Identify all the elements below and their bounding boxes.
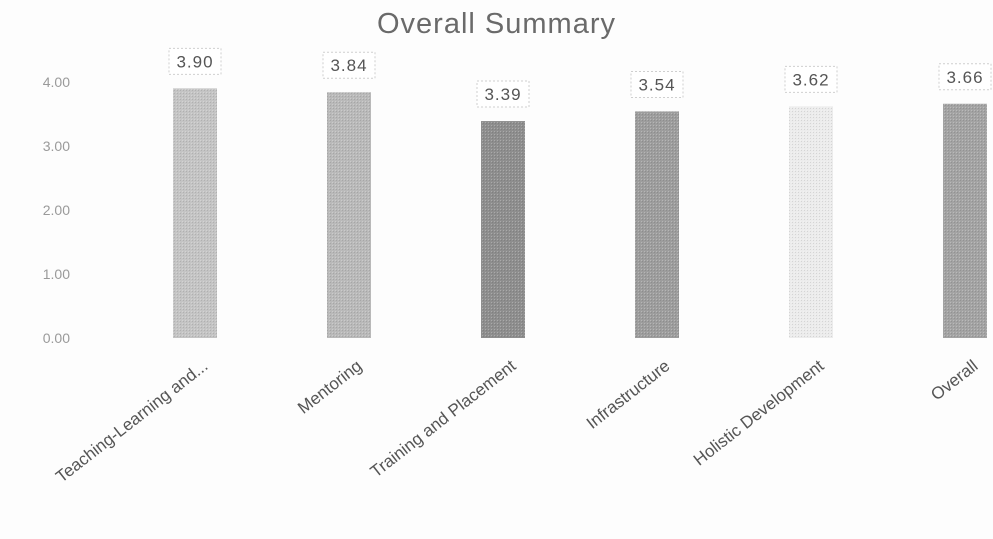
data-label-box xyxy=(476,80,530,108)
data-label-box xyxy=(784,65,838,93)
y-tick-label: 2.00 xyxy=(43,202,70,218)
data-label: 3.90 xyxy=(176,52,213,71)
bar-texture xyxy=(173,88,217,339)
y-tick-label: 4.00 xyxy=(43,74,70,90)
y-tick-label: 3.00 xyxy=(43,138,70,154)
category-label: Teaching-Learning and... xyxy=(52,356,211,486)
y-tick-label: 0.00 xyxy=(43,330,70,346)
data-label-box xyxy=(168,47,222,75)
category-label: Overall xyxy=(927,356,981,404)
data-label: 3.54 xyxy=(638,75,675,94)
data-label-box xyxy=(630,70,684,98)
bar-texture xyxy=(481,121,525,338)
bar-texture xyxy=(943,103,987,338)
y-tick-label: 1.00 xyxy=(43,266,70,282)
data-label: 3.39 xyxy=(484,85,521,104)
data-label: 3.84 xyxy=(330,56,367,75)
bar-texture xyxy=(635,111,679,338)
data-label: 3.66 xyxy=(946,68,983,87)
data-label: 3.62 xyxy=(792,70,829,89)
category-label: Training and Placement xyxy=(367,356,520,481)
bar-texture xyxy=(327,92,371,339)
data-label-box xyxy=(322,51,376,79)
category-label: Infrastructure xyxy=(583,356,674,433)
chart-title: Overall Summary xyxy=(377,8,616,40)
data-label-box xyxy=(938,63,992,91)
category-label: Mentoring xyxy=(294,356,365,418)
category-label: Holistic Development xyxy=(690,356,828,469)
bar-texture xyxy=(789,106,833,338)
